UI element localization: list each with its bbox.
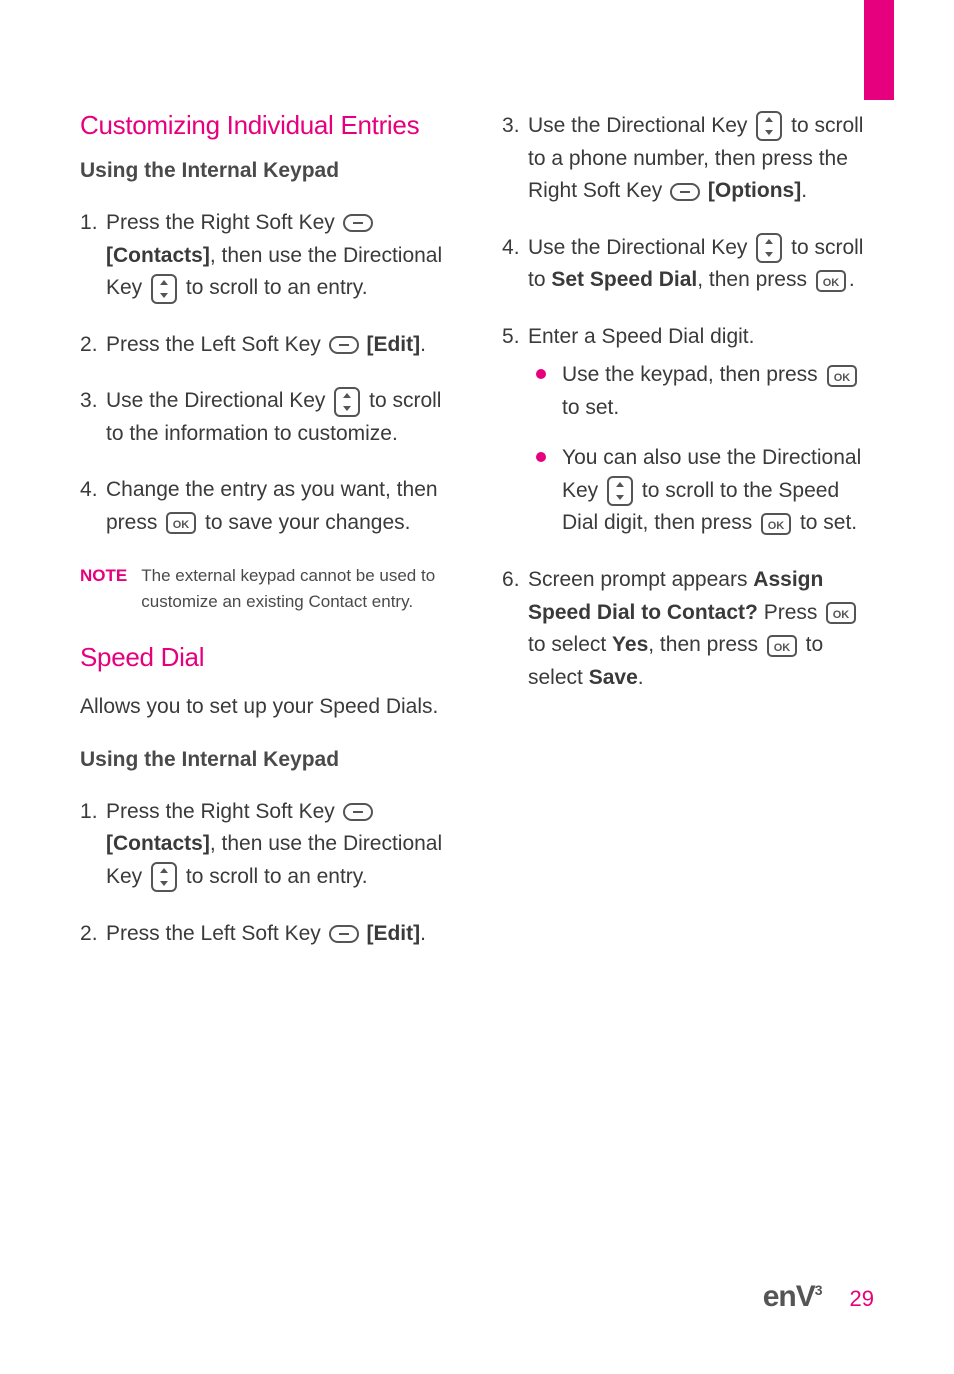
step-text: . <box>849 268 855 291</box>
step-text: Screen prompt appears <box>528 568 753 591</box>
step-text: Use the Directional Key <box>528 236 753 259</box>
logo-sup: 3 <box>815 1282 822 1298</box>
ok-key-icon: OK <box>766 634 798 658</box>
step-text: to scroll to an entry. <box>180 865 368 888</box>
step: Press the Right Soft Key [Contacts], the… <box>80 796 452 894</box>
page-content: Customizing Individual Entries Using the… <box>0 0 954 974</box>
step-text: . <box>420 333 426 356</box>
note-block: NOTE The external keypad cannot be used … <box>80 563 452 614</box>
ok-key-icon: OK <box>760 512 792 536</box>
note-label: NOTE <box>80 563 127 614</box>
step-text: Press the Right Soft Key <box>106 800 341 823</box>
step-text: Press <box>758 601 823 624</box>
bullet-item: Use the keypad, then press OK to set. <box>528 359 874 424</box>
section-title-speed-dial: Speed Dial <box>80 642 452 673</box>
svg-text:OK: OK <box>768 520 785 532</box>
step-text: . <box>801 179 807 202</box>
step-bold: Set Speed Dial <box>551 268 697 291</box>
steps-customizing: Press the Right Soft Key [Contacts], the… <box>80 207 452 539</box>
step: Enter a Speed Dial digit. Use the keypad… <box>502 321 874 540</box>
step-bold: Save <box>589 666 638 689</box>
svg-text:OK: OK <box>833 609 850 621</box>
step-text: Use the Directional Key <box>106 389 331 412</box>
subheading-keypad-1: Using the Internal Keypad <box>80 159 452 183</box>
step: Press the Left Soft Key [Edit]. <box>80 918 452 951</box>
step-text: Enter a Speed Dial digit. <box>528 325 754 348</box>
step-text: . <box>420 922 426 945</box>
directional-key-icon <box>150 861 178 893</box>
step-text: , then press <box>648 633 764 656</box>
soft-key-icon <box>329 925 359 943</box>
step: Press the Right Soft Key [Contacts], the… <box>80 207 452 305</box>
svg-text:OK: OK <box>823 277 840 289</box>
step: Press the Left Soft Key [Edit]. <box>80 329 452 362</box>
step: Change the entry as you want, then press… <box>80 474 452 539</box>
step-bold: Yes <box>612 633 648 656</box>
bullet-list: Use the keypad, then press OK to set. Yo… <box>528 359 874 540</box>
step-text: Press the Right Soft Key <box>106 211 341 234</box>
svg-text:OK: OK <box>173 519 190 531</box>
logo-text: enV <box>763 1280 815 1313</box>
step-text: Use the Directional Key <box>528 114 753 137</box>
bullet-item: You can also use the Directional Key to … <box>528 442 874 540</box>
step-bold: [Contacts] <box>106 832 210 855</box>
section-intro: Allows you to set up your Speed Dials. <box>80 691 452 724</box>
header-accent-bar <box>864 0 894 100</box>
bullet-text: to set. <box>794 511 857 534</box>
steps-speed-dial-left: Press the Right Soft Key [Contacts], the… <box>80 796 452 950</box>
step: Screen prompt appears Assign Speed Dial … <box>502 564 874 694</box>
step-text: to save your changes. <box>199 511 410 534</box>
step-text: to select <box>528 633 612 656</box>
step: Use the Directional Key to scroll to a p… <box>502 110 874 208</box>
directional-key-icon <box>755 110 783 142</box>
right-column: Use the Directional Key to scroll to a p… <box>502 110 874 974</box>
page-footer: enV3 29 <box>763 1280 874 1314</box>
step-text: Press the Left Soft Key <box>106 922 327 945</box>
step-bold: [Edit] <box>361 922 420 945</box>
directional-key-icon <box>333 386 361 418</box>
soft-key-icon <box>670 183 700 201</box>
step: Use the Directional Key to scroll to Set… <box>502 232 874 297</box>
directional-key-icon <box>755 232 783 264</box>
svg-text:OK: OK <box>833 372 850 384</box>
step-text: . <box>638 666 644 689</box>
step-text: , then press <box>697 268 813 291</box>
ok-key-icon: OK <box>826 364 858 388</box>
left-column: Customizing Individual Entries Using the… <box>80 110 452 974</box>
step: Use the Directional Key to scroll to the… <box>80 385 452 450</box>
bullet-text: Use the keypad, then press <box>562 363 824 386</box>
soft-key-icon <box>343 803 373 821</box>
bullet-text: to set. <box>562 396 619 419</box>
brand-logo: enV3 <box>763 1280 822 1314</box>
section-title-customizing: Customizing Individual Entries <box>80 110 452 141</box>
directional-key-icon <box>150 273 178 305</box>
soft-key-icon <box>343 214 373 232</box>
ok-key-icon: OK <box>825 601 857 625</box>
directional-key-icon <box>606 475 634 507</box>
step-bold: [Options] <box>702 179 801 202</box>
ok-key-icon: OK <box>165 511 197 535</box>
step-text: to scroll to an entry. <box>180 276 368 299</box>
step-bold: [Edit] <box>361 333 420 356</box>
step-bold: [Contacts] <box>106 244 210 267</box>
page-number: 29 <box>850 1286 874 1312</box>
soft-key-icon <box>329 336 359 354</box>
ok-key-icon: OK <box>815 269 847 293</box>
note-text: The external keypad cannot be used to cu… <box>141 563 452 614</box>
subheading-keypad-2: Using the Internal Keypad <box>80 748 452 772</box>
svg-text:OK: OK <box>774 642 791 654</box>
steps-speed-dial-right: Use the Directional Key to scroll to a p… <box>502 110 874 694</box>
step-text: Press the Left Soft Key <box>106 333 327 356</box>
